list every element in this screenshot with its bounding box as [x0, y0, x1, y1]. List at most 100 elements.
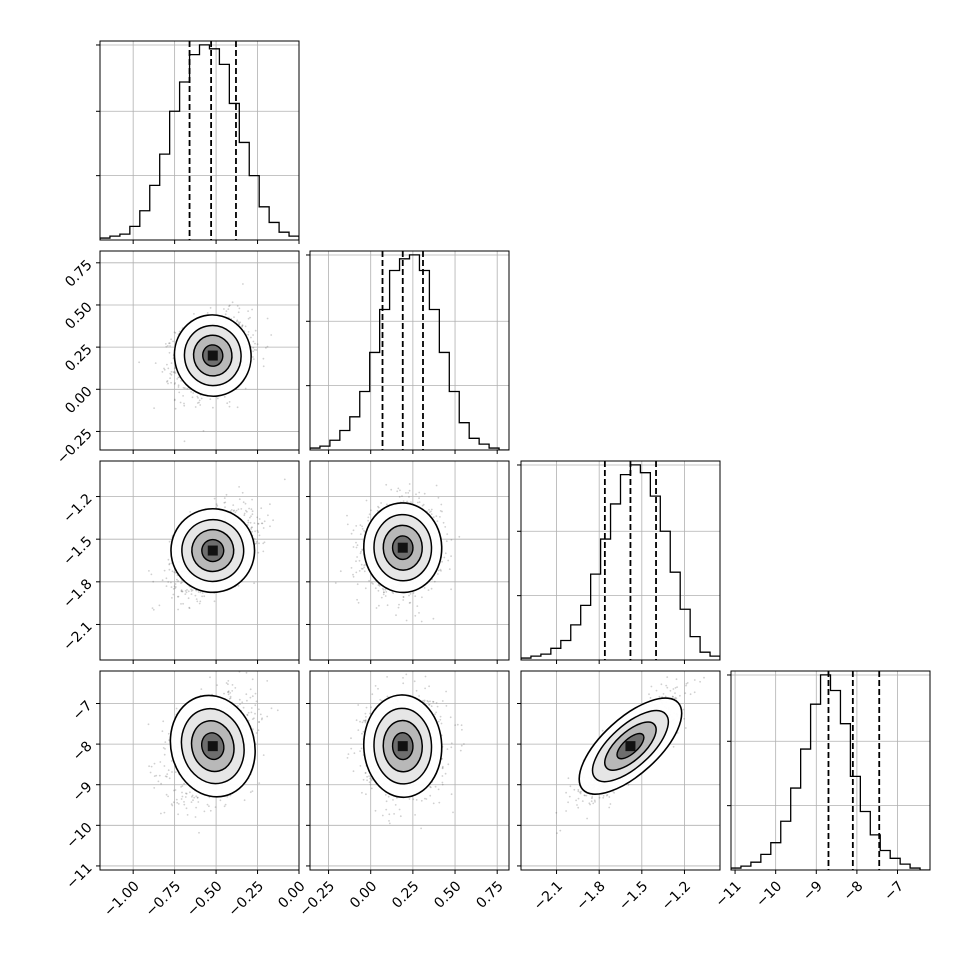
scatter-point	[269, 525, 271, 528]
scatter-point	[170, 373, 173, 376]
scatter-panel-2-1	[306, 460, 510, 664]
scatter-point	[187, 597, 190, 600]
scatter-point	[160, 812, 162, 815]
scatter-point	[183, 782, 186, 785]
scatter-point	[245, 671, 248, 674]
scatter-point	[251, 510, 254, 513]
scatter-point	[377, 506, 380, 509]
scatter-point	[159, 761, 162, 763]
scatter-point	[435, 515, 438, 517]
scatter-point	[352, 575, 355, 578]
scatter-point	[164, 775, 167, 778]
scatter-point	[450, 555, 452, 557]
scatter-point	[380, 596, 383, 599]
scatter-point	[244, 325, 247, 328]
scatter-point	[257, 522, 259, 525]
scatter-point	[197, 801, 200, 803]
scatter-point	[374, 587, 377, 590]
scatter-point	[174, 372, 177, 374]
scatter-point	[418, 501, 421, 503]
scatter-point	[383, 591, 385, 594]
scatter-point	[182, 602, 185, 605]
scatter-point	[261, 522, 264, 525]
scatter-point	[418, 491, 421, 494]
scatter-point	[201, 595, 204, 598]
scatter-point	[166, 380, 168, 383]
scatter-point	[161, 371, 164, 373]
scatter-point	[439, 510, 442, 512]
scatter-point	[168, 342, 171, 345]
scatter-point	[177, 813, 180, 816]
scatter-point	[334, 582, 337, 584]
scatter-point	[162, 720, 165, 723]
scatter-point	[224, 803, 227, 806]
scatter-point	[437, 496, 440, 499]
scatter-point	[258, 721, 260, 723]
scatter-point	[390, 488, 393, 491]
scatter-point	[190, 588, 193, 591]
scatter-point	[259, 713, 262, 716]
scatter-point	[184, 593, 187, 595]
scatter-point	[384, 595, 387, 597]
scatter-point	[236, 406, 239, 409]
scatter-point	[194, 816, 197, 818]
scatter-point	[173, 367, 176, 370]
scatter-point	[166, 773, 169, 775]
scatter-point	[418, 612, 420, 614]
scatter-point	[408, 594, 410, 597]
scatter-point	[152, 580, 155, 583]
scatter-point	[356, 544, 359, 547]
scatter-point	[244, 502, 247, 505]
scatter-point	[224, 506, 226, 508]
scatter-point	[427, 589, 430, 591]
scatter-point	[254, 692, 257, 695]
scatter-point	[171, 597, 173, 599]
scatter-point	[173, 331, 176, 334]
scatter-point	[363, 529, 365, 532]
y-tick-label: −0.25	[54, 426, 96, 468]
scatter-point	[430, 510, 432, 513]
scatter-point	[181, 785, 184, 787]
scatter-point	[242, 283, 244, 285]
scatter-point	[272, 519, 274, 522]
scatter-point	[238, 486, 241, 488]
scatter-point	[250, 515, 252, 517]
scatter-point	[240, 508, 243, 510]
scatter-point	[247, 333, 250, 336]
scatter-point	[252, 358, 255, 360]
scatter-point	[270, 707, 273, 710]
scatter-point	[241, 491, 244, 494]
scatter-point	[423, 492, 426, 495]
scatter-point	[356, 598, 358, 601]
scatter-point	[257, 522, 260, 525]
scatter-point	[202, 430, 205, 432]
scatter-point	[168, 563, 171, 566]
scatter-point	[358, 559, 361, 562]
scatter-point	[441, 510, 443, 513]
scatter-point	[260, 507, 263, 510]
density-peak	[207, 350, 218, 361]
scatter-point	[196, 600, 199, 603]
scatter-point	[247, 711, 250, 714]
scatter-point	[250, 526, 253, 529]
scatter-point	[169, 377, 172, 380]
scatter-point	[228, 401, 231, 403]
scatter-point	[183, 440, 186, 443]
scatter-point	[363, 564, 366, 567]
scatter-point	[167, 382, 169, 385]
scatter-point	[435, 484, 438, 487]
scatter-point	[153, 775, 156, 777]
scatter-point	[258, 534, 261, 537]
scatter-point	[441, 560, 443, 563]
scatter-point	[198, 401, 200, 404]
scatter-point	[176, 578, 178, 581]
scatter-point	[368, 579, 370, 582]
scatter-point	[246, 510, 248, 513]
scatter-point	[254, 329, 257, 332]
scatter-point	[185, 792, 188, 795]
scatter-point	[188, 606, 191, 609]
scatter-point	[192, 392, 195, 394]
scatter-point	[243, 799, 246, 802]
scatter-point	[171, 570, 174, 573]
scatter-point	[402, 599, 405, 601]
